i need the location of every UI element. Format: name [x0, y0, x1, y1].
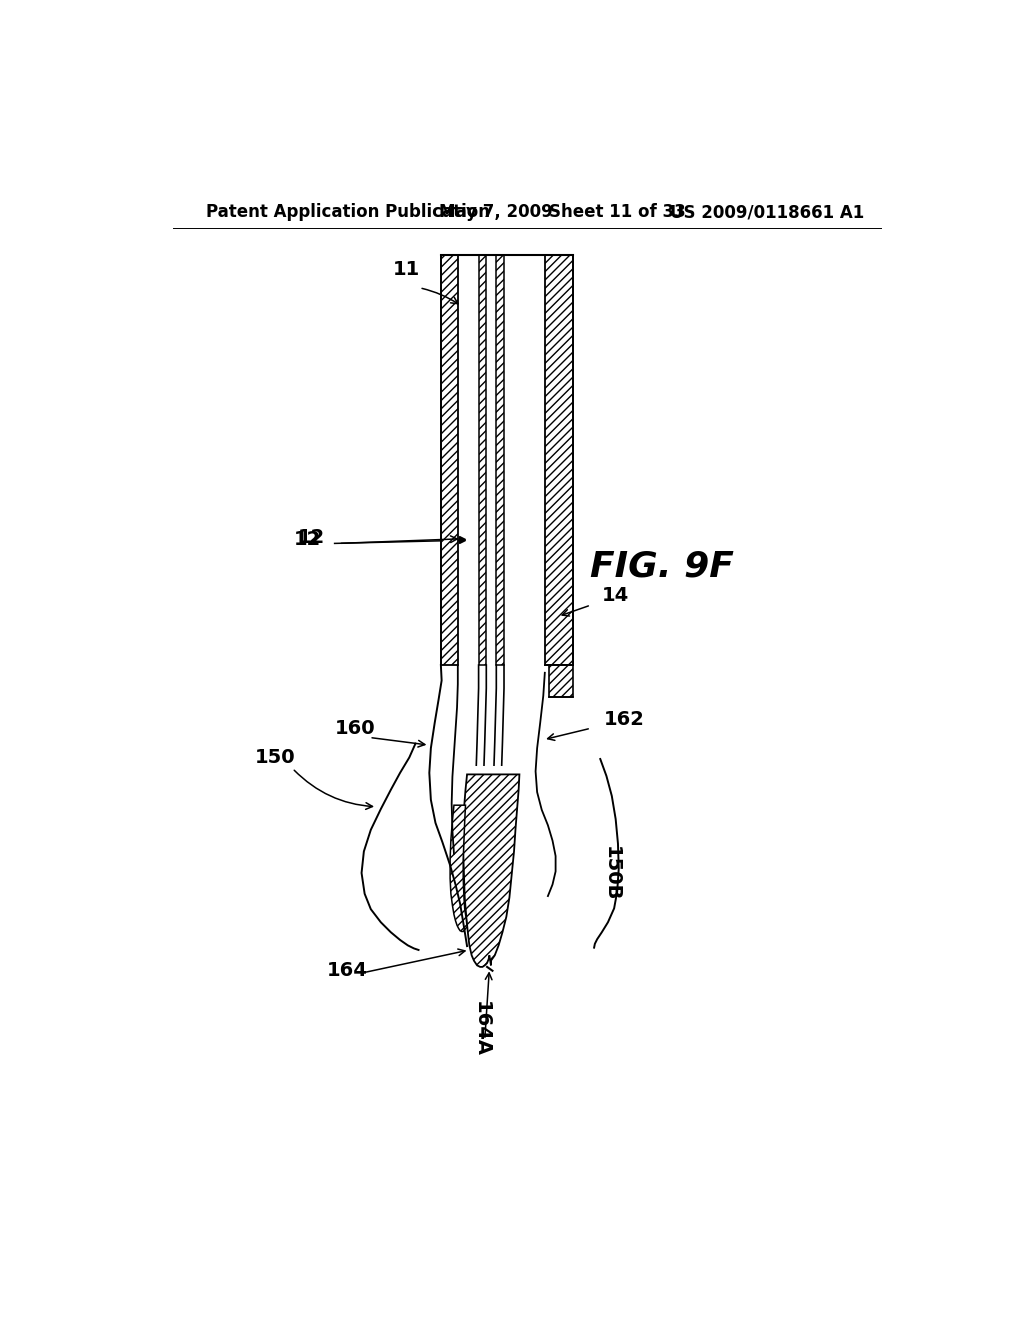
Text: Sheet 11 of 33: Sheet 11 of 33 [549, 203, 685, 222]
Text: 164A: 164A [471, 1001, 490, 1057]
Bar [441, 255, 458, 665]
Text: Patent Application Publication: Patent Application Publication [206, 203, 490, 222]
Text: FIG. 9F: FIG. 9F [590, 549, 734, 583]
Bar [497, 255, 504, 665]
Text: 12: 12 [297, 528, 325, 548]
Text: 160: 160 [335, 719, 376, 738]
Text: 11: 11 [392, 260, 420, 280]
Text: May 7, 2009: May 7, 2009 [438, 203, 552, 222]
Bar [486, 255, 497, 665]
Text: US 2009/0118661 A1: US 2009/0118661 A1 [670, 203, 864, 222]
Text: 150: 150 [255, 748, 296, 767]
Text: 164: 164 [328, 961, 369, 981]
Text: 14: 14 [602, 586, 629, 605]
Polygon shape [451, 805, 467, 932]
Text: 162: 162 [604, 710, 645, 729]
Bar [549, 665, 573, 697]
Bar [504, 255, 545, 665]
Text: 12: 12 [294, 529, 322, 549]
Polygon shape [463, 775, 519, 966]
Text: 150B: 150B [602, 846, 622, 902]
Bar [458, 255, 478, 665]
Bar [478, 255, 486, 665]
Bar [545, 255, 573, 665]
